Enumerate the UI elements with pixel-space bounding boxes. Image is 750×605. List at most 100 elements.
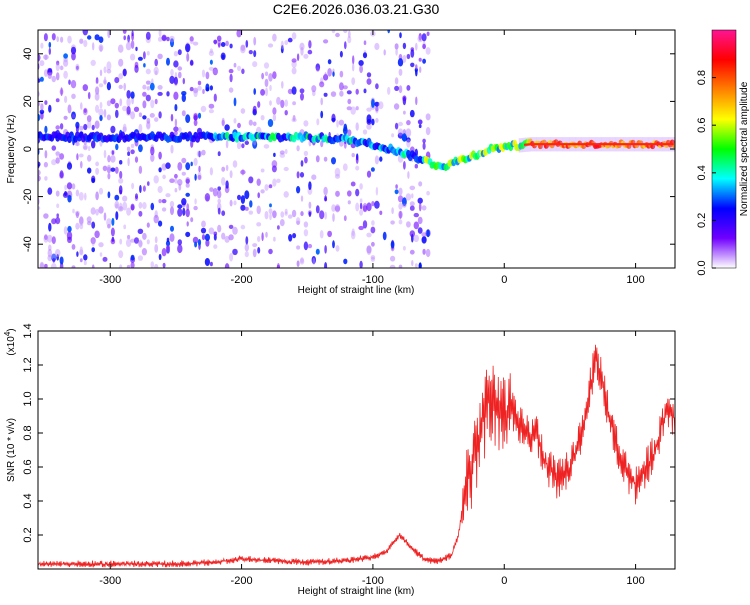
spectrogram-cell (67, 35, 72, 44)
spectrogram-y-label: Frequency (Hz) (6, 115, 17, 184)
spectrogram-cell (271, 165, 277, 173)
spectrogram-cell (190, 217, 194, 223)
spectrogram-cell (241, 68, 245, 75)
spectrogram-cell (44, 150, 48, 159)
spectrogram-cell (194, 198, 197, 205)
spectrogram-cell (38, 54, 41, 62)
spectrogram-cell (193, 157, 198, 166)
spectrogram-cell (162, 262, 166, 268)
spectrogram-cell (248, 119, 253, 126)
spectrogram-cell (130, 262, 135, 268)
spectrogram-cell (67, 104, 72, 114)
spectrogram-cell (212, 67, 218, 76)
spectrogram-cell (291, 67, 297, 75)
spectrogram-cell (409, 205, 415, 211)
spectrogram-cell (56, 36, 59, 43)
spectrogram-cell (303, 229, 309, 237)
spectrogram-cell (252, 61, 258, 68)
spectrogram-cell (267, 43, 274, 48)
spectrogram-cell (398, 85, 403, 94)
spectrogram-cell (158, 167, 162, 173)
spectrogram-cell (225, 140, 229, 149)
spectrogram-cell (59, 264, 64, 268)
spectrogram-cell (95, 79, 99, 85)
spectrogram-cell (56, 203, 60, 209)
spectrogram-cell (119, 264, 123, 268)
spectrogram-cell (352, 55, 355, 65)
spectrogram-cell (208, 227, 215, 235)
spectrogram-cell (190, 161, 193, 167)
spectrogram-cell (169, 200, 175, 208)
spectrogram-cell (118, 177, 124, 184)
spectrogram-cell (370, 167, 375, 172)
spectrogram-cell (55, 98, 60, 103)
spectrogram-cell (280, 40, 284, 50)
spectrogram-cell (103, 80, 107, 85)
spectrogram-cell (197, 85, 202, 91)
spectrogram-cell (189, 86, 194, 92)
spectrogram-cell (110, 167, 116, 172)
spectrogram-cell (103, 66, 107, 74)
spectrogram-cell (398, 210, 403, 219)
spectrogram-cell (119, 170, 123, 179)
spectrogram-cell (398, 68, 403, 76)
spectrogram-cell (347, 98, 352, 105)
spectrogram-cell (55, 217, 61, 225)
spectrogram-cell (425, 248, 431, 258)
spectrogram-cell (292, 233, 297, 239)
spectrogram-cell (320, 140, 324, 148)
spectrogram-cell (55, 151, 60, 157)
spectrogram-cell (78, 217, 84, 226)
spectrogram-y-axis: -40 -20 0 20 40 (22, 48, 675, 252)
spectrogram-cell (299, 42, 305, 51)
spectrogram-cell (154, 98, 158, 105)
spectrogram-cell (252, 248, 257, 258)
spectrogram-cell (38, 113, 41, 122)
spectrogram-cell (236, 30, 242, 38)
colorbar-tick-label: 0.2 (696, 213, 708, 228)
spectrogram-cell (115, 109, 119, 119)
spectrogram-cell (79, 246, 84, 255)
spectrogram-cell (272, 107, 277, 115)
spectrogram-cell (217, 186, 221, 191)
spectrogram-cell (47, 71, 52, 79)
spectrogram-cell (379, 210, 383, 215)
spectrogram-cell (138, 123, 143, 133)
spectrogram-cell (79, 38, 84, 44)
spectrogram-cell (425, 113, 431, 121)
spectrogram-cell (261, 72, 264, 80)
spectrogram-cell (307, 243, 313, 249)
spectrogram-cell (92, 42, 95, 51)
spectrogram-cell (402, 95, 407, 102)
spectrogram-cell (245, 40, 249, 48)
spectrogram-cell (142, 91, 147, 97)
spectrogram-cell (217, 224, 222, 233)
spectrogram-cell (83, 254, 88, 261)
spectrogram-cell (288, 234, 293, 242)
spectrogram-cell (82, 84, 89, 92)
spectrogram-cell (347, 30, 351, 39)
spectrogram-cell (122, 201, 128, 211)
snr-series-line (38, 344, 675, 568)
spectrogram-cell (315, 66, 320, 72)
spectrogram-cell (374, 42, 380, 51)
spectrogram-cell (347, 129, 352, 137)
spectrogram-cell (324, 262, 328, 268)
spectrogram-cell (169, 38, 175, 43)
spectrogram-cell (95, 77, 99, 84)
spectrogram-cell (405, 128, 412, 138)
spectrogram-cell (43, 213, 49, 219)
spectrogram-cell (83, 145, 88, 151)
spectrogram-cell (204, 193, 211, 202)
spectrogram-cell (245, 236, 249, 245)
spectrogram-cell (200, 105, 207, 113)
spectrogram-cell (186, 203, 190, 211)
spectrogram-cell (225, 164, 229, 171)
spectrogram-cell (296, 220, 300, 225)
y-tick-label: -20 (22, 189, 34, 205)
spectrogram-cell (421, 33, 427, 42)
spectrogram-cell (225, 40, 229, 47)
spectrogram-cell (303, 120, 309, 127)
spectrogram-cell (366, 123, 372, 130)
spectrogram-cell (409, 109, 415, 118)
